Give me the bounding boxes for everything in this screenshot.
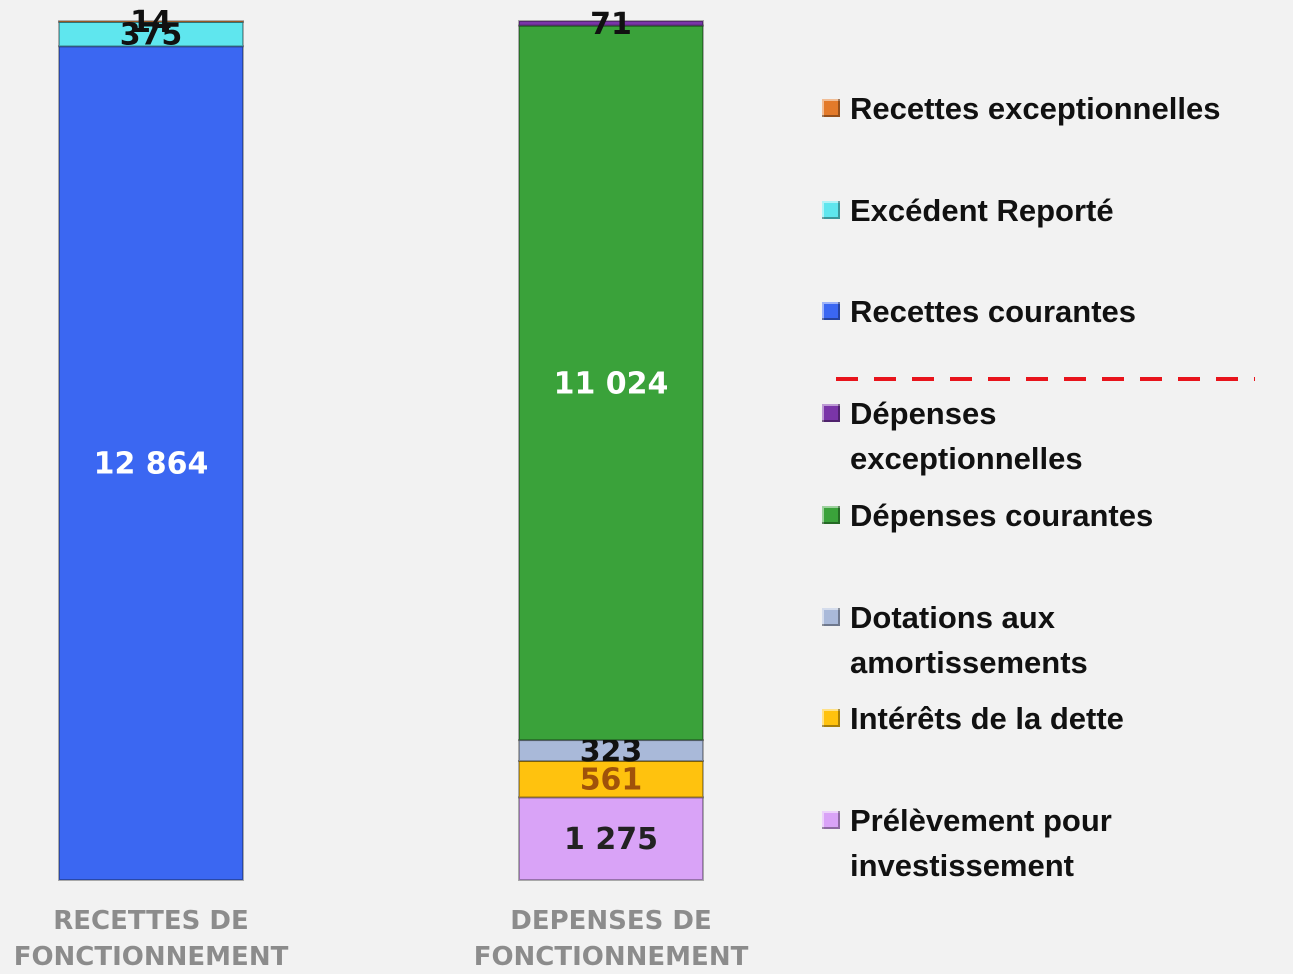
legend-swatch (822, 505, 840, 524)
data-label: 14 (130, 5, 172, 40)
data-label: 561 (580, 763, 643, 798)
legend-label: Prélèvement pour investissement (850, 802, 1112, 883)
legend-label: Dotations aux amortissements (850, 599, 1088, 680)
legend-swatch (822, 810, 840, 829)
bar-segment (518, 796, 704, 881)
legend-item: Prélèvement pour investissement (822, 798, 1150, 888)
x-tick-label: DEPENSES DE FONCTIONNEMENT (473, 906, 749, 972)
legend-item: Excédent Reporté (822, 188, 1293, 233)
legend-label: Recettes courantes (850, 294, 1137, 330)
legend-label: Dépenses exceptionnelles (850, 396, 1083, 477)
bar-segment (58, 45, 244, 882)
bar-segment (518, 20, 704, 27)
legend-item: Intérêts de la dette (822, 696, 1293, 741)
legend-item: Dépenses courantes (822, 493, 1293, 538)
data-label: 71 (590, 7, 632, 42)
bar-segment (518, 760, 704, 799)
bar-segment (58, 20, 244, 48)
legend-swatch (822, 404, 840, 423)
legend-swatch (822, 607, 840, 626)
data-label: 375 (120, 18, 183, 53)
legend-label: Recettes exceptionnelles (850, 91, 1221, 126)
legend-swatch (822, 200, 840, 219)
legend-swatch (822, 302, 840, 321)
legend-swatch (822, 99, 840, 117)
data-label: 11 024 (554, 366, 669, 401)
legend-label: Excédent Reporté (850, 192, 1114, 228)
data-label: 1 275 (564, 822, 658, 857)
legend-item: Dotations aux amortissements (822, 595, 1150, 685)
legend-label: Intérêts de la dette (850, 701, 1124, 737)
legend-item: Dépenses exceptionnelles (822, 391, 1150, 481)
legend-item: Recettes courantes (822, 289, 1293, 334)
legend-label: Dépenses courantes (850, 497, 1154, 533)
x-tick-label: RECETTES DE FONCTIONNEMENT (13, 906, 289, 972)
legend-item: Recettes exceptionnelles (822, 86, 1293, 131)
bar-segment (518, 24, 704, 742)
bar-segment (58, 20, 244, 23)
legend-swatch (822, 709, 840, 728)
data-label: 12 864 (94, 447, 209, 482)
